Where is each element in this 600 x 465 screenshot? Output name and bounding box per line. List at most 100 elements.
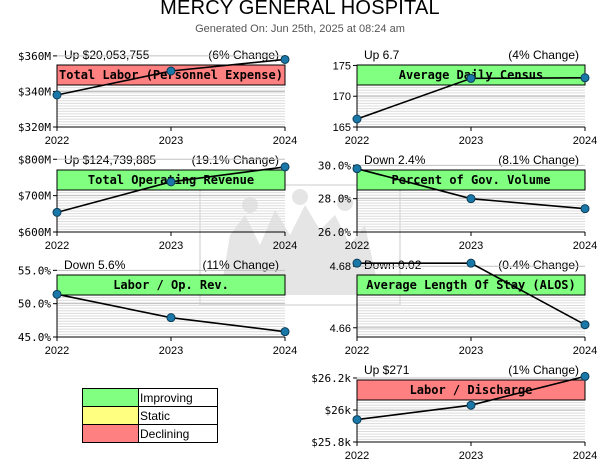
data-point <box>280 327 290 337</box>
chart-title: Labor / Op. Rev. <box>113 278 229 292</box>
x-tick-label: 2022 <box>45 240 69 252</box>
y-tick-label: $700M <box>18 190 51 203</box>
x-tick-label: 2024 <box>573 240 597 252</box>
data-point <box>280 54 290 64</box>
data-point <box>52 90 62 100</box>
legend-item-static: Static <box>82 406 218 425</box>
y-tick-label: 175 <box>333 60 351 72</box>
legend-item-improving: Improving <box>82 388 218 407</box>
summary-percent: (6% Change) <box>208 48 279 62</box>
summary-percent: (11% Change) <box>203 258 280 272</box>
data-point <box>580 371 590 381</box>
data-point <box>52 207 62 217</box>
chart-6: Down 0.02 (0.4% Change) 4.66 4.68 Average Le… <box>330 258 598 357</box>
data-point <box>466 400 476 410</box>
legend-label-improving: Improving <box>138 388 218 407</box>
summary-change: Up $271 <box>364 363 410 377</box>
legend: Improving Static Declining <box>82 388 218 443</box>
x-tick-label: 2023 <box>159 135 183 147</box>
y-tick-label: 170 <box>333 91 351 103</box>
summary-change: Down 2.4% <box>364 153 426 167</box>
summary-percent: (0.4% Change) <box>498 258 579 272</box>
data-point <box>352 258 362 268</box>
x-tick-label: 2024 <box>573 345 597 357</box>
x-tick-label: 2023 <box>159 240 183 252</box>
data-point <box>52 289 62 299</box>
legend-swatch-declining <box>82 424 139 443</box>
watermark-logo <box>199 184 401 306</box>
summary-change: Up 6.7 <box>364 48 400 62</box>
data-point <box>580 73 590 83</box>
legend-swatch-improving <box>82 388 139 407</box>
x-tick-label: 2024 <box>573 450 597 462</box>
chart-1: Up $20,053,755 (6% Change) $320M $340M $360M… <box>18 48 297 147</box>
y-tick-label: $25.8k <box>311 436 351 449</box>
data-point <box>580 320 590 330</box>
chart-title: Labor / Discharge <box>410 383 533 397</box>
summary-change: Up $124,739,885 <box>64 153 156 167</box>
chart-title: Average Length Of Stay (ALOS) <box>366 278 576 292</box>
summary-percent: (1% Change) <box>508 363 579 377</box>
x-tick-label: 2023 <box>459 450 483 462</box>
x-tick-label: 2024 <box>273 240 297 252</box>
data-point <box>352 164 362 174</box>
summary-change: Up $20,053,755 <box>64 48 150 62</box>
y-tick-label: $26k <box>325 404 352 417</box>
data-point <box>466 73 476 83</box>
summary-change: Down 0.02 <box>364 258 422 272</box>
y-tick-label: 28.0% <box>318 193 351 206</box>
x-tick-label: 2022 <box>345 345 369 357</box>
x-tick-label: 2023 <box>459 345 483 357</box>
summary-change: Down 5.6% <box>64 258 126 272</box>
generated-timestamp: Generated On: Jun 25th, 2025 at 08:24 am <box>195 23 405 35</box>
x-tick-label: 2023 <box>459 240 483 252</box>
chart-title: Percent of Gov. Volume <box>392 173 551 187</box>
y-tick-label: 4.66 <box>330 323 351 335</box>
x-tick-label: 2022 <box>45 135 69 147</box>
data-point <box>352 415 362 425</box>
data-point <box>466 194 476 204</box>
data-point <box>280 162 290 172</box>
x-tick-label: 2022 <box>345 450 369 462</box>
y-tick-label: $360M <box>18 50 51 63</box>
legend-label-static: Static <box>138 406 218 425</box>
x-tick-label: 2023 <box>159 345 183 357</box>
legend-label-declining: Declining <box>138 424 218 443</box>
x-tick-label: 2023 <box>459 135 483 147</box>
chart-3: Up $124,739,885 (19.1% Change) $600M $700M $… <box>18 153 297 252</box>
data-point <box>166 177 176 187</box>
data-point <box>166 313 176 323</box>
x-tick-label: 2022 <box>345 240 369 252</box>
y-tick-label: $800M <box>18 153 51 166</box>
data-point <box>352 114 362 124</box>
data-point <box>166 66 176 76</box>
chart-4: Down 2.4% (8.1% Change) 26.0% 28.0% 30.0% Per… <box>318 153 597 252</box>
y-tick-label: $26.2k <box>311 372 351 385</box>
summary-percent: (19.1% Change) <box>192 153 279 167</box>
data-point <box>580 204 590 214</box>
x-tick-label: 2024 <box>273 345 297 357</box>
y-tick-label: 55.0% <box>18 264 51 277</box>
y-tick-label: $320M <box>18 121 51 134</box>
y-tick-label: 45.0% <box>18 331 51 344</box>
y-tick-label: 26.0% <box>318 226 351 239</box>
y-tick-label: 165 <box>333 122 351 134</box>
y-tick-label: 4.68 <box>330 261 351 273</box>
chart-5: Down 5.6% (11% Change) 45.0% 50.0% 55.0% Labo… <box>18 258 297 357</box>
legend-swatch-static <box>82 406 139 425</box>
x-tick-label: 2024 <box>273 135 297 147</box>
chart-7: Up $271 (1% Change) $25.8k $26k $26.2k Labor … <box>311 363 597 462</box>
x-tick-label: 2022 <box>345 135 369 147</box>
y-tick-label: $340M <box>18 85 51 98</box>
data-point <box>466 258 476 268</box>
y-tick-label: 30.0% <box>318 159 351 172</box>
summary-percent: (8.1% Change) <box>498 153 579 167</box>
legend-item-declining: Declining <box>82 424 218 443</box>
x-tick-label: 2022 <box>45 345 69 357</box>
y-tick-label: 50.0% <box>18 298 51 311</box>
summary-percent: (4% Change) <box>508 48 579 62</box>
y-tick-label: $600M <box>18 226 51 239</box>
page-title: MERCY GENERAL HOSPITAL <box>160 0 440 19</box>
